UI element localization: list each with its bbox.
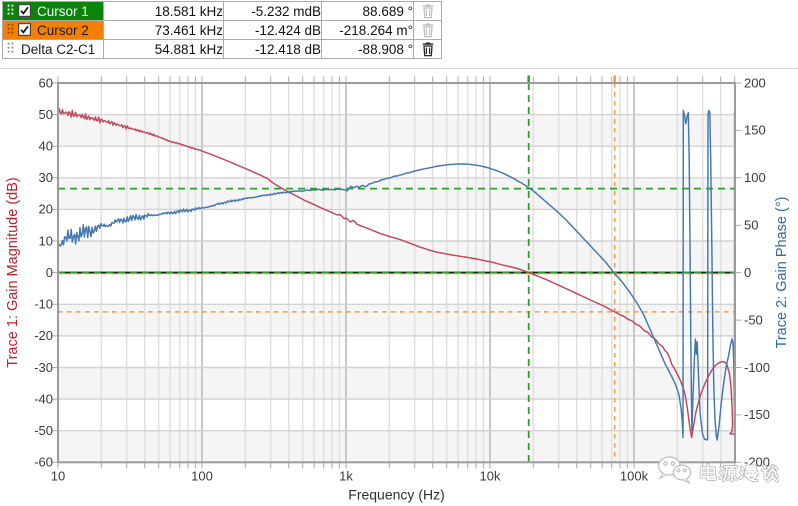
svg-text:1k: 1k (339, 469, 353, 484)
svg-text:50: 50 (39, 107, 53, 122)
svg-text:100: 100 (191, 469, 213, 484)
svg-text:Trace 1: Gain Magnitude (dB): Trace 1: Gain Magnitude (dB) (5, 177, 21, 367)
svg-text:60: 60 (39, 75, 53, 90)
svg-text:0: 0 (46, 265, 53, 280)
svg-text:-20: -20 (34, 328, 53, 343)
svg-text:0: 0 (744, 265, 751, 280)
svg-text:50: 50 (744, 218, 758, 233)
svg-text:-40: -40 (34, 391, 53, 406)
svg-text:Frequency (Hz): Frequency (Hz) (348, 487, 444, 503)
svg-text:200: 200 (744, 75, 766, 90)
svg-text:10k: 10k (480, 469, 501, 484)
svg-text:-100: -100 (744, 360, 770, 375)
svg-text:40: 40 (39, 139, 53, 154)
svg-text:Trace 2: Gain Phase (°): Trace 2: Gain Phase (°) (774, 197, 790, 349)
svg-text:10: 10 (51, 469, 65, 484)
svg-text:-50: -50 (744, 312, 763, 327)
svg-text:30: 30 (39, 170, 53, 185)
svg-text:-10: -10 (34, 297, 53, 312)
svg-text:100k: 100k (620, 469, 649, 484)
svg-text:150: 150 (744, 123, 766, 138)
svg-text:20: 20 (39, 202, 53, 217)
svg-text:100: 100 (744, 170, 766, 185)
svg-text:-30: -30 (34, 360, 53, 375)
svg-text:-50: -50 (34, 423, 53, 438)
svg-text:10: 10 (39, 233, 53, 248)
svg-text:-60: -60 (34, 455, 53, 470)
svg-text:-150: -150 (744, 407, 770, 422)
